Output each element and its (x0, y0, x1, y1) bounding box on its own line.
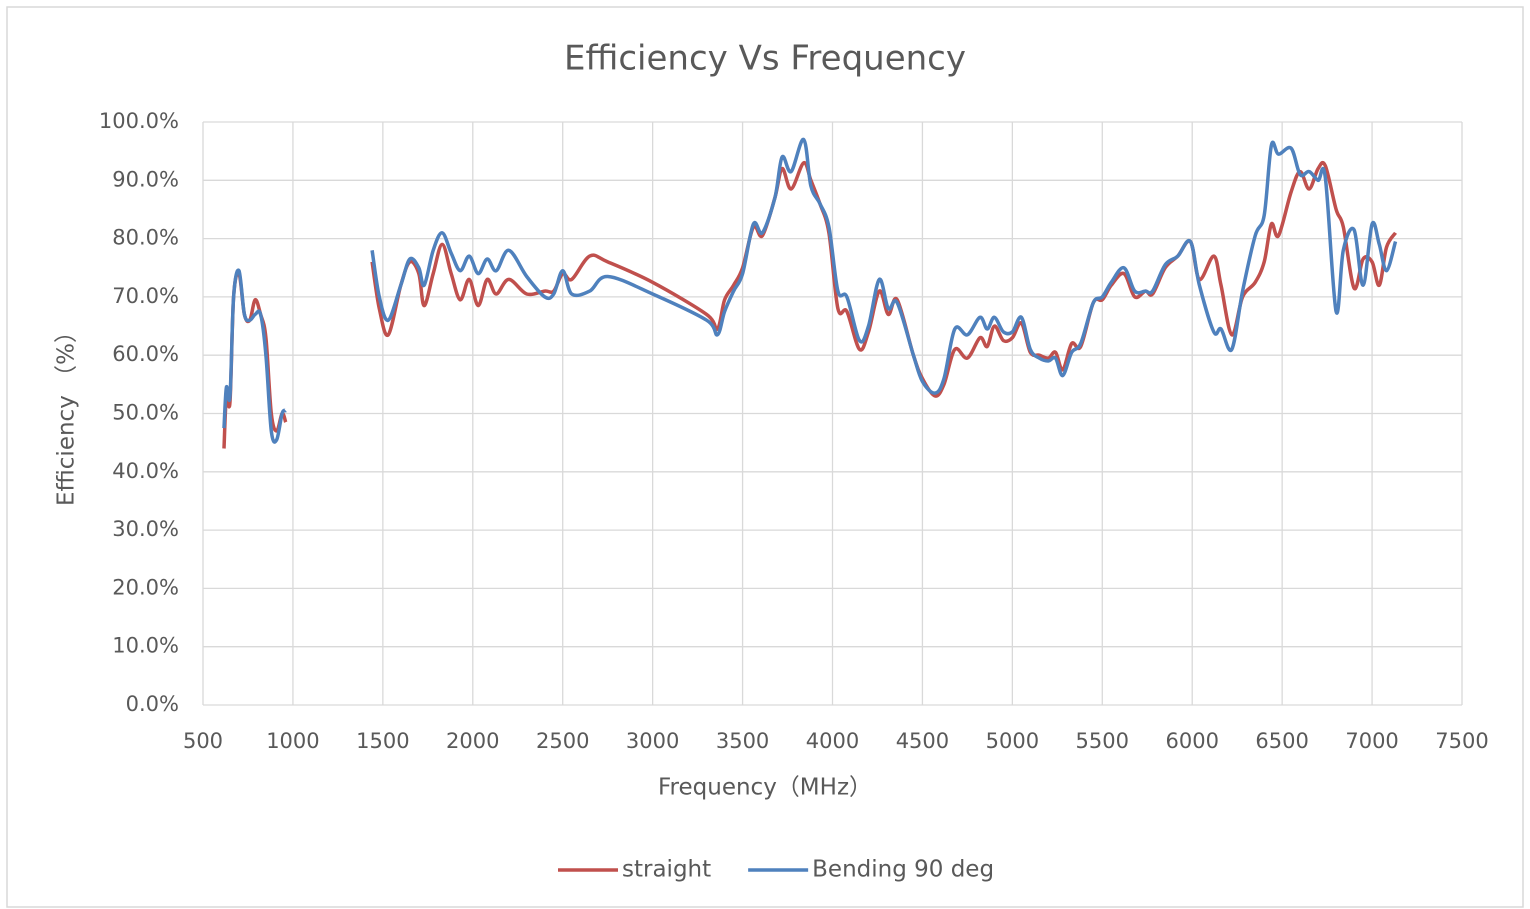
x-tick-label: 500 (183, 729, 223, 753)
y-tick-label: 60.0% (112, 342, 179, 366)
x-tick-label: 2500 (536, 729, 589, 753)
x-tick-label: 6500 (1255, 729, 1308, 753)
legend: straight Bending 90 deg (558, 857, 994, 883)
series-line (222, 137, 1398, 444)
x-tick-label: 7000 (1345, 729, 1398, 753)
x-tick-label: 1000 (266, 729, 319, 753)
y-tick-label: 30.0% (112, 517, 179, 541)
x-tick-label: 6000 (1165, 729, 1218, 753)
legend-label: straight (622, 857, 711, 883)
y-tick-label: 100.0% (99, 109, 179, 133)
x-tick-label: 5000 (986, 729, 1039, 753)
y-tick-label: 0.0% (126, 692, 179, 716)
y-tick-label: 70.0% (112, 284, 179, 308)
x-tick-label: 4000 (806, 729, 859, 753)
y-axis-title: Efficiency （%） (54, 320, 80, 506)
y-tick-label: 20.0% (112, 575, 179, 599)
x-tick-label: 2000 (446, 729, 499, 753)
x-tick-label: 7500 (1435, 729, 1488, 753)
x-tick-label: 4500 (896, 729, 949, 753)
chart-border (6, 6, 1524, 908)
x-tick-label: 1500 (356, 729, 409, 753)
y-tick-label: 40.0% (112, 459, 179, 483)
grid: 0.0% 10.0% 20.0% 30.0% 40.0% 50.0% 60.0% 70.0% 8… (99, 109, 1489, 753)
x-axis-title: Frequency（MHz） (658, 775, 872, 801)
x-tick-label: 5500 (1076, 729, 1129, 753)
y-tick-label: 80.0% (112, 226, 179, 250)
lines (222, 137, 1398, 449)
x-tick-label: 3500 (716, 729, 769, 753)
y-tick-label: 50.0% (112, 401, 179, 425)
y-tick-label: 10.0% (112, 634, 179, 658)
y-tick-label: 90.0% (112, 167, 179, 191)
chart-title: Efficiency Vs Frequency (564, 39, 966, 79)
legend-label: Bending 90 deg (812, 857, 994, 883)
x-tick-label: 3000 (626, 729, 679, 753)
